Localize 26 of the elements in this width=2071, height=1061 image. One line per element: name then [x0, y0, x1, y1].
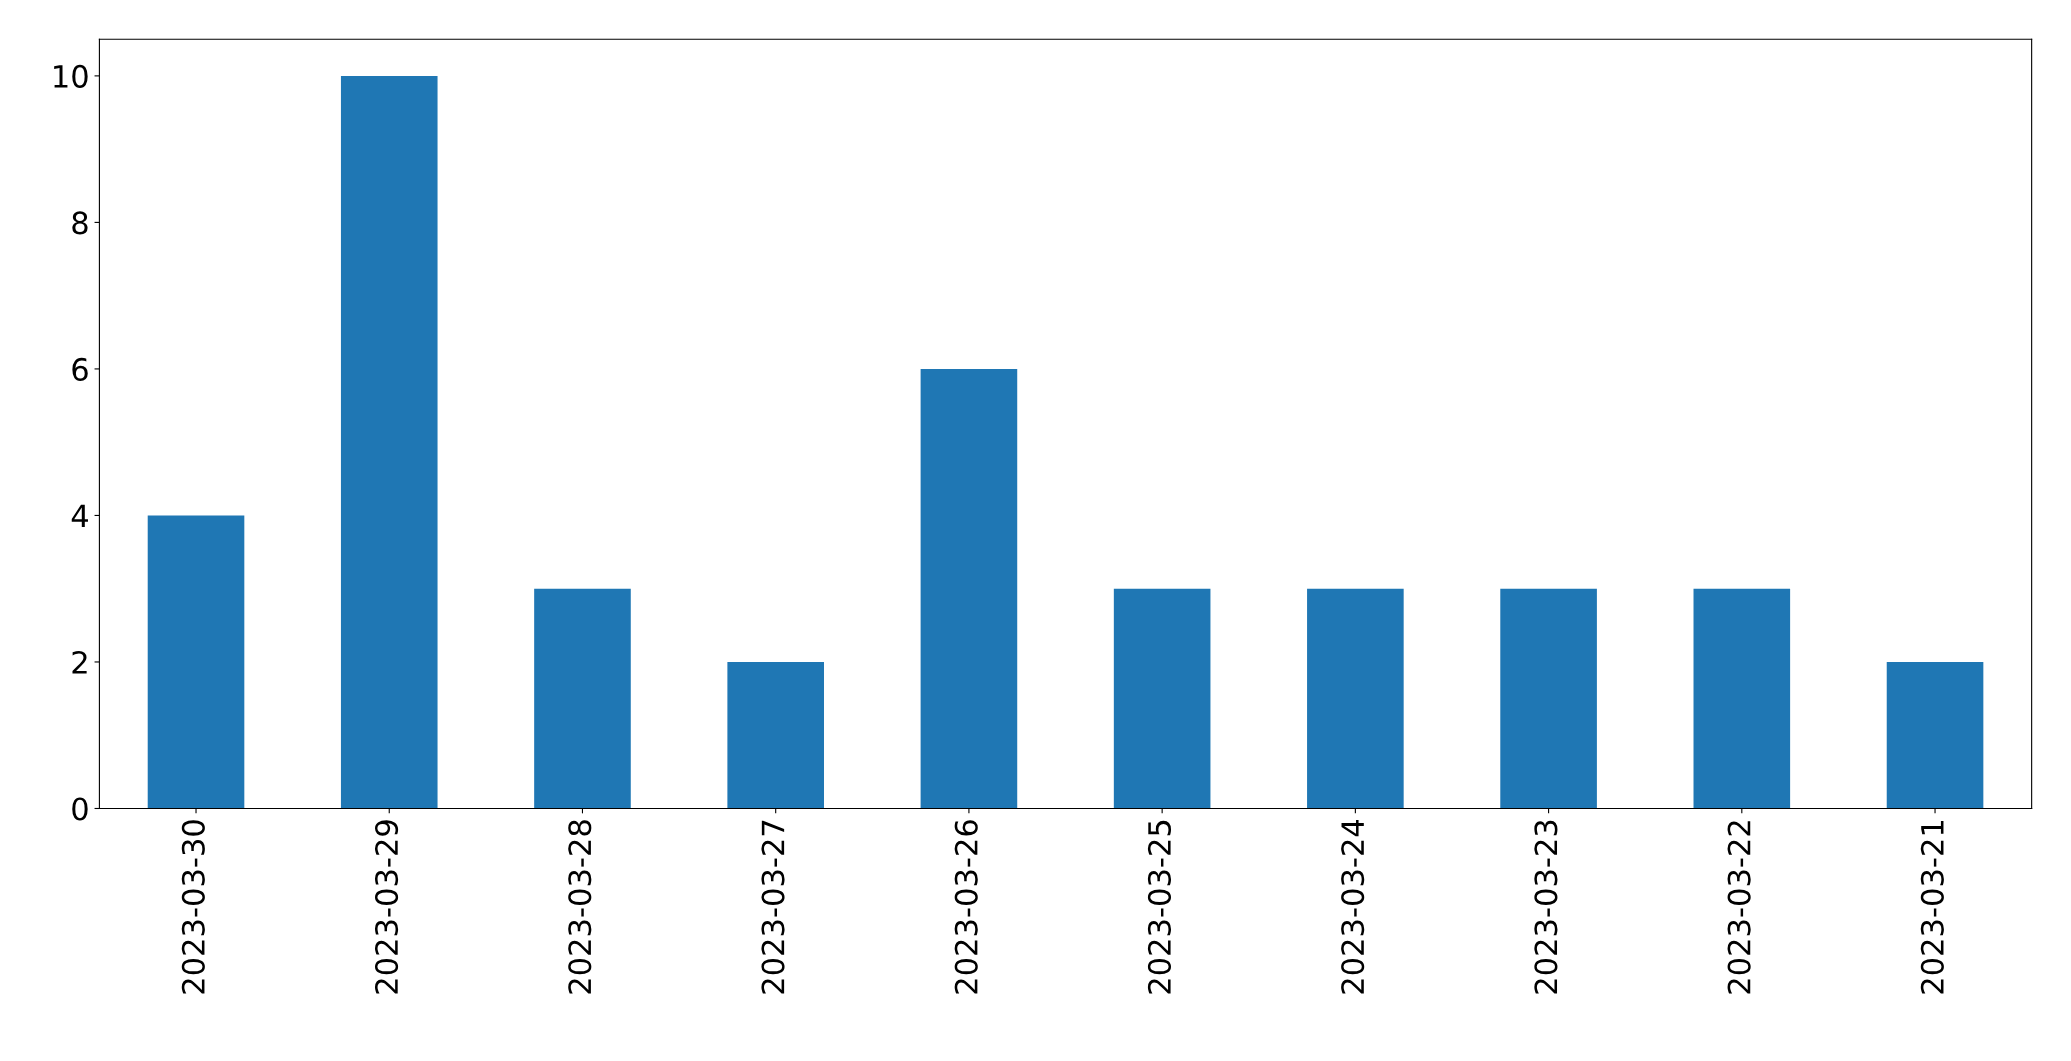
x-tick-label: 2023-03-21 — [1920, 821, 1944, 994]
y-tick-label: 6 — [72, 357, 88, 381]
bar — [1693, 588, 1791, 809]
bar — [1500, 588, 1597, 809]
y-tick-label: 2 — [72, 650, 87, 674]
x-tick-label: 2023-03-26 — [954, 820, 978, 994]
x-tick-label: 2023-03-23 — [1534, 820, 1558, 994]
x-tick-label: 2023-03-24 — [1341, 819, 1365, 994]
bar — [1307, 588, 1404, 809]
y-tick-label: 8 — [72, 211, 88, 235]
y-tick-label: 10 — [54, 64, 88, 88]
x-tick-label: 2023-03-27 — [761, 820, 785, 994]
bar — [147, 515, 245, 809]
bar — [727, 661, 824, 809]
x-tick-label: 2023-03-29 — [375, 820, 399, 994]
bar — [1886, 661, 1984, 809]
bar — [340, 75, 438, 809]
x-tick-label: 2023-03-25 — [1147, 820, 1172, 994]
x-tick-label: 2023-03-22 — [1727, 821, 1751, 994]
x-tick-label: 2023-03-28 — [568, 820, 592, 994]
bar — [1113, 588, 1211, 809]
y-tick-label: 4 — [71, 504, 88, 528]
bar — [920, 368, 1018, 809]
bar — [534, 588, 631, 809]
y-tick-label: 0 — [72, 797, 88, 821]
x-tick-label: 2023-03-30 — [181, 820, 205, 994]
